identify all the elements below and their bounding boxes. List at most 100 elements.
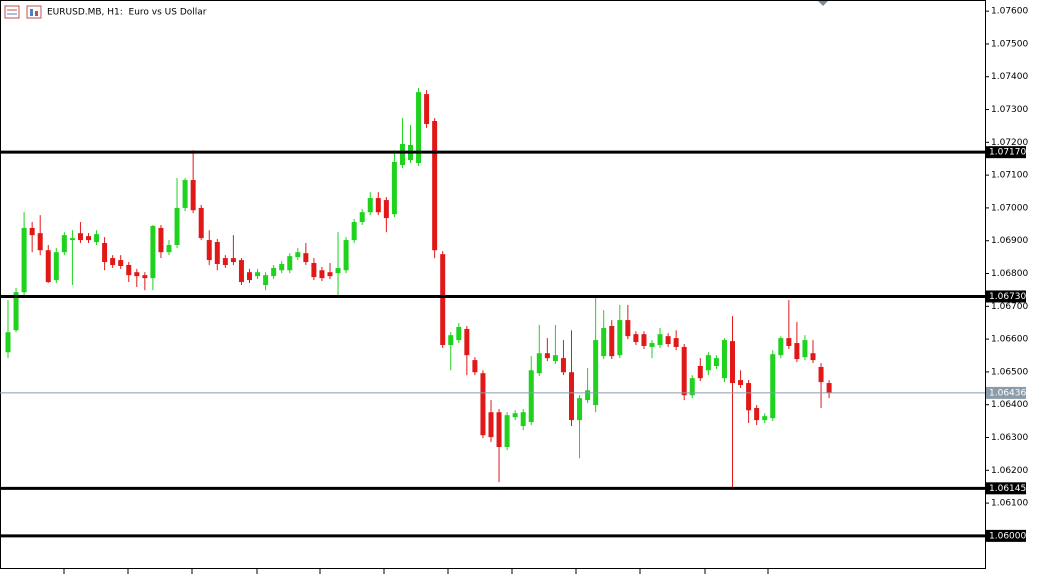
candle-body xyxy=(367,198,373,213)
y-tick-label: 1.07400 xyxy=(991,72,1028,82)
candle-body xyxy=(802,340,808,358)
y-tick-label: 1.06800 xyxy=(991,269,1028,279)
candle-body xyxy=(665,336,671,345)
candle-body xyxy=(730,341,735,384)
candle-body xyxy=(110,258,116,265)
candle-body xyxy=(319,270,325,279)
candle-body xyxy=(150,225,156,279)
candle-body xyxy=(45,250,51,283)
level-label: 1.06000 xyxy=(989,531,1026,541)
candle-body xyxy=(544,353,550,359)
candle-body xyxy=(29,227,35,236)
candle-body xyxy=(448,335,454,346)
candle-body xyxy=(383,200,389,219)
y-tick-label: 1.06200 xyxy=(991,466,1028,476)
candle-body xyxy=(810,353,816,361)
candle-body xyxy=(311,263,317,278)
candle-body xyxy=(13,292,19,331)
candle-body xyxy=(263,275,269,285)
candle-body xyxy=(577,398,583,421)
candle-body xyxy=(5,332,11,353)
y-tick-label: 1.07600 xyxy=(991,7,1028,17)
y-tick-label: 1.07300 xyxy=(991,105,1028,115)
candle-body xyxy=(705,355,711,371)
candle-body xyxy=(174,207,180,245)
y-tick-label: 1.07100 xyxy=(991,171,1028,181)
candle-body xyxy=(255,272,261,277)
candle-body xyxy=(641,334,647,346)
level-box xyxy=(986,529,1026,542)
level-box xyxy=(986,482,1026,495)
candle-body xyxy=(754,407,760,421)
candle-body xyxy=(520,412,526,427)
candle-body xyxy=(472,360,478,373)
level-label: 1.06145 xyxy=(989,484,1026,494)
candle-body xyxy=(625,320,631,337)
candle-body xyxy=(456,326,462,341)
candle-body xyxy=(689,378,695,396)
y-tick-label: 1.07000 xyxy=(991,203,1028,213)
candle-body xyxy=(721,340,727,379)
y-tick-label: 1.07500 xyxy=(991,39,1028,49)
candle-body xyxy=(391,162,397,215)
candle-body xyxy=(247,272,252,281)
candle-body xyxy=(569,372,574,421)
candle-body xyxy=(375,198,381,213)
candle-body xyxy=(126,264,132,276)
candle-body xyxy=(37,233,43,251)
candle-body xyxy=(673,338,679,347)
candle-body xyxy=(86,236,91,241)
y-tick-label: 1.06400 xyxy=(991,400,1028,410)
y-tick-label: 1.06600 xyxy=(991,335,1028,345)
candle-body xyxy=(657,334,663,346)
candle-body xyxy=(560,358,566,373)
candle-body xyxy=(359,212,365,223)
candle-body xyxy=(61,235,67,253)
candle-body xyxy=(552,355,558,362)
candle-body xyxy=(601,327,607,357)
candle-body xyxy=(770,354,776,419)
candle-body xyxy=(593,340,599,406)
candle-body xyxy=(432,121,438,251)
candle-body xyxy=(416,92,422,163)
chart-title: EURUSD.MB, H1: Euro vs US Dollar xyxy=(47,8,207,18)
last-price-label: 1.06436 xyxy=(989,388,1026,398)
chart-icons xyxy=(4,5,42,19)
candle-body xyxy=(504,415,510,448)
candle-body xyxy=(166,244,172,253)
candle-body xyxy=(818,366,824,383)
candle-body xyxy=(681,346,687,396)
candle-body xyxy=(214,242,220,265)
candle-body xyxy=(206,240,212,261)
candle-body xyxy=(142,275,148,279)
candle-body xyxy=(617,320,623,356)
candle-body xyxy=(295,252,301,258)
candle-body xyxy=(21,227,27,293)
last-price-box xyxy=(986,386,1026,399)
shift-marker xyxy=(818,1,828,6)
candle-body xyxy=(697,365,703,379)
candle-body xyxy=(528,370,534,423)
candle-body xyxy=(609,325,615,357)
candle-body xyxy=(335,267,341,274)
y-tick-label: 1.07200 xyxy=(991,138,1028,148)
candle-body xyxy=(786,338,792,346)
candle-body xyxy=(713,358,719,366)
candle-body xyxy=(69,238,75,241)
candle-body xyxy=(746,383,752,411)
candle-body xyxy=(762,416,768,421)
candle-body xyxy=(94,234,100,243)
candle-body xyxy=(488,412,494,438)
candle-body xyxy=(649,343,655,347)
y-tick-label: 1.06300 xyxy=(991,433,1028,443)
candle-body xyxy=(230,258,236,263)
candle-body xyxy=(794,343,800,360)
plot-frame xyxy=(0,0,986,569)
candle-body xyxy=(118,260,124,266)
candle-body xyxy=(102,243,108,263)
candle-body xyxy=(633,334,639,343)
candle-body xyxy=(271,267,277,277)
candle-body xyxy=(399,143,405,165)
